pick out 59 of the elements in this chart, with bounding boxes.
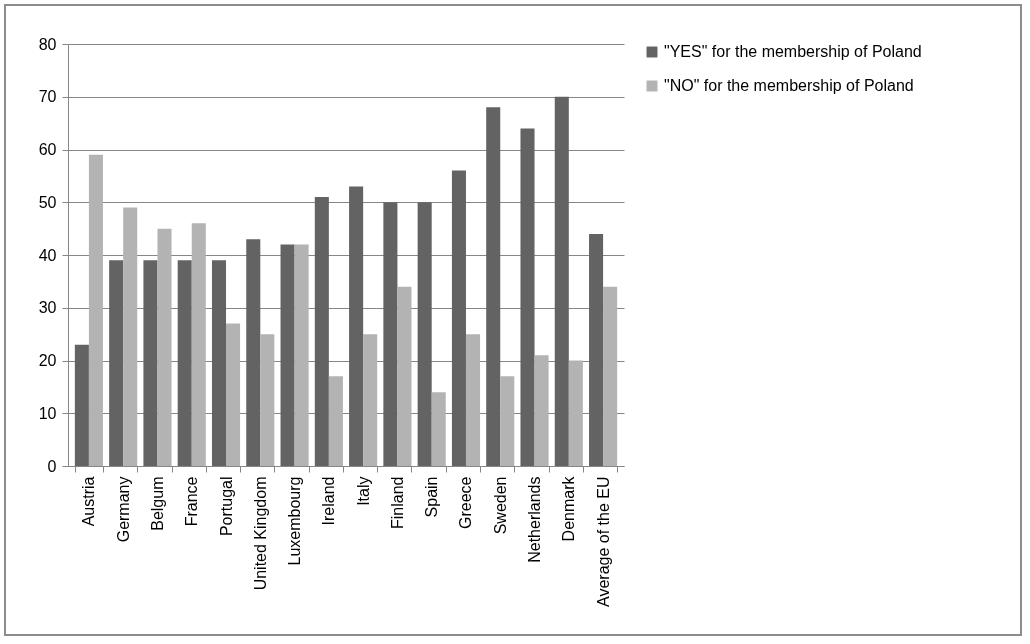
bar xyxy=(486,107,501,466)
x-tick-label: France xyxy=(183,476,201,527)
bar xyxy=(349,186,364,466)
y-tick-label: 50 xyxy=(38,193,57,211)
x-tick-label: Netherlands xyxy=(526,476,544,563)
bar xyxy=(177,260,192,466)
bar xyxy=(363,334,378,466)
bar xyxy=(534,355,549,466)
x-tick-label: Austria xyxy=(80,476,98,527)
y-tick-label: 20 xyxy=(38,352,57,369)
x-tick-label: Denmark xyxy=(560,475,578,542)
bar xyxy=(260,334,275,466)
y-tick-label: 60 xyxy=(38,141,57,158)
bar xyxy=(157,228,172,466)
x-tick-label: Sweden xyxy=(491,476,509,535)
bar xyxy=(397,286,412,466)
bar xyxy=(246,239,261,466)
bar xyxy=(328,376,343,466)
y-tick-label: 70 xyxy=(38,88,57,106)
bar xyxy=(280,244,295,466)
x-tick-label: Greece xyxy=(457,476,475,529)
x-tick-label: Luxembourg xyxy=(286,476,304,566)
x-tick-label: Germany xyxy=(114,476,132,543)
y-tick-label: 40 xyxy=(38,246,57,264)
bar xyxy=(143,260,158,466)
x-tick-label: Belgum xyxy=(148,476,166,531)
bar xyxy=(568,360,583,466)
bar xyxy=(109,260,124,466)
bar xyxy=(226,323,241,466)
bar xyxy=(431,392,446,466)
bar xyxy=(88,154,103,466)
bar xyxy=(465,334,481,466)
x-tick-label: United Kingdom xyxy=(251,476,269,591)
y-tick-label: 0 xyxy=(47,457,57,475)
bar xyxy=(74,344,89,466)
legend-label: "NO" for the membership of Poland xyxy=(664,77,914,94)
bar xyxy=(500,376,515,466)
legend-label: "YES" for the membership of Poland xyxy=(664,43,922,60)
bar xyxy=(123,207,138,466)
y-tick-label: 30 xyxy=(38,299,57,317)
bar xyxy=(294,244,309,466)
x-tick-label: Spain xyxy=(423,476,441,518)
x-tick-label: Average of the EU xyxy=(594,476,612,607)
bar xyxy=(383,202,398,466)
x-tick-label: Finland xyxy=(388,476,406,529)
bar xyxy=(211,260,227,466)
y-tick-label: 10 xyxy=(38,404,57,422)
x-tick-label: Ireland xyxy=(320,476,338,526)
bar xyxy=(417,202,432,466)
y-tick-label: 80 xyxy=(38,35,57,53)
bar xyxy=(554,96,569,466)
bar xyxy=(589,233,604,466)
x-tick-label: Portugal xyxy=(217,476,235,537)
bar xyxy=(191,223,206,466)
bar xyxy=(451,170,466,466)
bar xyxy=(314,196,329,466)
bar xyxy=(603,286,618,466)
bar xyxy=(520,128,535,466)
x-tick-label: Italy xyxy=(354,476,372,506)
